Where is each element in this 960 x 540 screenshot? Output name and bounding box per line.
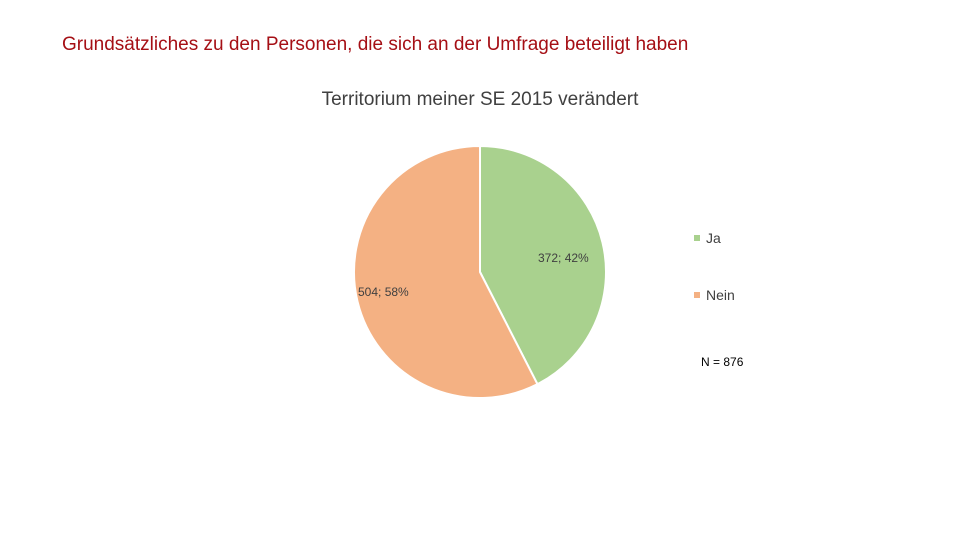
legend-item-nein: Nein bbox=[694, 287, 735, 303]
legend-label-nein: Nein bbox=[706, 287, 735, 303]
pie-slice-ja bbox=[479, 144, 607, 386]
data-label-ja: 372; 42% bbox=[538, 251, 589, 265]
data-label-nein: 504; 58% bbox=[358, 285, 409, 299]
pie-slice-nein bbox=[353, 144, 539, 399]
sample-size: N = 876 bbox=[701, 355, 744, 369]
legend-swatch-ja bbox=[694, 235, 700, 241]
legend-swatch-nein bbox=[694, 292, 700, 298]
legend-item-ja: Ja bbox=[694, 230, 721, 246]
legend-label-ja: Ja bbox=[706, 230, 721, 246]
chart-title: Territorium meiner SE 2015 verändert bbox=[321, 89, 639, 110]
page-title: Grundsätzliches zu den Personen, die sic… bbox=[62, 34, 689, 55]
